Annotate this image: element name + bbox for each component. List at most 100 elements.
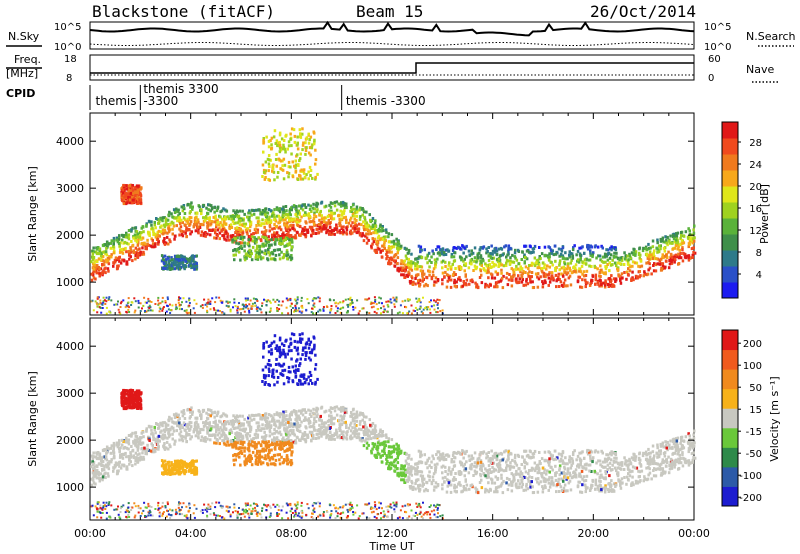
power-cell bbox=[272, 211, 275, 215]
power-cell bbox=[543, 272, 547, 276]
power-cell bbox=[361, 307, 364, 310]
power-cell bbox=[96, 263, 99, 267]
velocity-cell bbox=[109, 451, 113, 455]
power-cell bbox=[529, 280, 532, 284]
velocity-cell bbox=[673, 440, 677, 443]
power-cell bbox=[309, 174, 312, 177]
power-cell bbox=[278, 308, 281, 311]
power-cell bbox=[452, 255, 456, 259]
velocity-cell bbox=[181, 414, 185, 418]
power-cell bbox=[410, 274, 413, 278]
power-cell bbox=[513, 255, 517, 259]
power-cell bbox=[316, 208, 319, 212]
power-cell bbox=[641, 249, 645, 253]
power-cell bbox=[100, 311, 103, 314]
power-cell bbox=[569, 252, 572, 255]
power-cell bbox=[426, 261, 429, 265]
power-cell bbox=[91, 273, 95, 277]
power-cell bbox=[488, 263, 491, 267]
velocity-cell bbox=[417, 478, 420, 482]
power-cell bbox=[295, 307, 297, 310]
power-cell bbox=[677, 256, 681, 260]
power-cell bbox=[432, 267, 436, 271]
power-cell bbox=[591, 253, 594, 257]
power-cell bbox=[362, 220, 365, 224]
power-cell bbox=[549, 260, 552, 264]
velocity-cell bbox=[691, 458, 694, 462]
velocity-cell bbox=[435, 453, 438, 456]
power-cell bbox=[200, 230, 204, 234]
power-cell bbox=[283, 236, 286, 240]
power-cell bbox=[283, 147, 287, 151]
power-cell bbox=[282, 208, 285, 212]
velocity-cell bbox=[335, 431, 339, 435]
velocity-cell bbox=[604, 465, 607, 469]
power-cell bbox=[689, 237, 692, 241]
power-cell bbox=[192, 259, 195, 263]
power-cell bbox=[590, 278, 593, 282]
power-cell bbox=[236, 215, 239, 219]
power-cell bbox=[313, 211, 316, 215]
power-cell bbox=[290, 208, 293, 212]
power-cell bbox=[108, 296, 111, 299]
power-cell bbox=[523, 261, 526, 265]
power-cell bbox=[317, 231, 321, 235]
power-cell bbox=[444, 260, 447, 264]
power-cell bbox=[349, 298, 351, 301]
power-cell bbox=[524, 265, 528, 269]
power-cell bbox=[161, 257, 165, 261]
power-cell bbox=[189, 232, 192, 236]
power-cell bbox=[345, 228, 349, 232]
power-cell bbox=[318, 297, 321, 300]
power-cell bbox=[98, 267, 101, 271]
velocity-cell bbox=[405, 462, 408, 466]
power-cell bbox=[401, 260, 405, 264]
power-cell bbox=[465, 283, 468, 287]
power-cell bbox=[366, 229, 370, 232]
power-cell bbox=[229, 310, 232, 313]
power-cell bbox=[161, 309, 164, 312]
power-cell bbox=[148, 300, 151, 303]
power-cell bbox=[96, 311, 99, 314]
power-cell bbox=[601, 246, 604, 250]
velocity-cell bbox=[589, 454, 592, 458]
power-cell bbox=[417, 279, 420, 283]
power-cell bbox=[368, 297, 371, 300]
power-cell bbox=[278, 257, 282, 261]
power-cell bbox=[137, 196, 140, 200]
power-cell bbox=[300, 305, 303, 308]
power-cell bbox=[587, 244, 590, 247]
power-cell bbox=[410, 312, 413, 315]
velocity-cell bbox=[495, 458, 499, 462]
velocity-cell bbox=[290, 413, 293, 417]
power-cell bbox=[418, 307, 421, 310]
power-cell bbox=[244, 297, 247, 300]
power-cell bbox=[127, 196, 130, 199]
power-cell bbox=[267, 145, 271, 149]
power-cell bbox=[291, 175, 295, 179]
power-cell bbox=[546, 264, 549, 268]
power-cell bbox=[273, 218, 276, 222]
power-cell bbox=[568, 250, 571, 254]
power-cell bbox=[414, 277, 417, 280]
power-cell bbox=[289, 234, 293, 237]
power-cell bbox=[115, 236, 119, 240]
power-cell bbox=[262, 222, 266, 226]
power-cell bbox=[219, 221, 222, 225]
power-cell bbox=[152, 245, 156, 249]
power-cell bbox=[262, 230, 265, 234]
velocity-cell bbox=[212, 420, 215, 424]
velocity-cell bbox=[246, 437, 249, 441]
power-cell bbox=[659, 237, 662, 241]
power-cell bbox=[454, 273, 457, 276]
power-cell bbox=[359, 206, 362, 210]
power-cell bbox=[365, 228, 368, 232]
power-cell bbox=[243, 235, 246, 239]
power-cell bbox=[581, 260, 584, 264]
power-cell bbox=[288, 238, 291, 242]
power-cell bbox=[296, 296, 299, 299]
power-cell bbox=[180, 233, 184, 236]
power-cell bbox=[91, 299, 94, 302]
power-cell bbox=[555, 285, 558, 289]
power-cell bbox=[137, 238, 140, 242]
